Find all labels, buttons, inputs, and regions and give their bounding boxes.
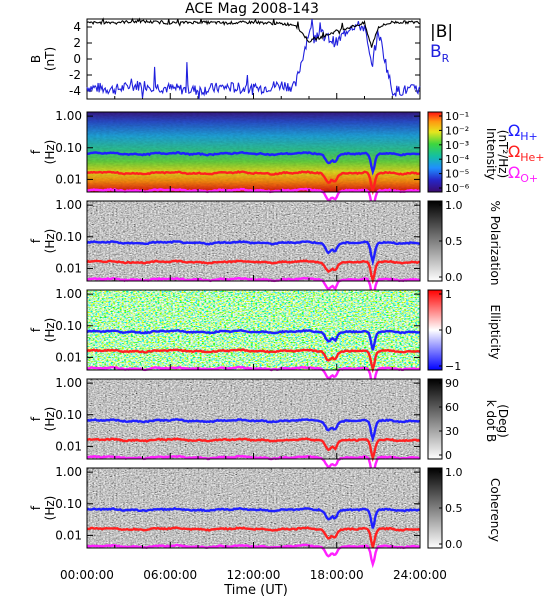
freq-tick-label: 0.01 (55, 439, 82, 453)
colorbar-intensity (427, 111, 443, 193)
b-tick-label: 2 (73, 36, 81, 50)
freq-tick-label: 1.00 (55, 287, 82, 301)
colorbar-tick-label: 0.5 (445, 502, 463, 515)
gyro-trace-h-plus (86, 240, 421, 267)
x-tick-labels: 00:00:00 06:00:00 12:00:00 18:00:00 24:00:00 (60, 568, 447, 582)
x-axis-label: Time (UT) (223, 583, 288, 598)
colorbar-tick-label: 10⁻⁵ (445, 168, 469, 181)
chart-title: ACE Mag 2008-143 (185, 1, 319, 17)
colorbar-tick-label: 0 (445, 449, 452, 462)
freq-axis-label: f (29, 505, 43, 510)
freq-tick-label: 0.01 (55, 172, 82, 186)
gyro-legend: ΩH+ ΩHe+ ΩO+ (508, 121, 545, 185)
freq-tick-label: 0.01 (55, 261, 82, 275)
freq-tick-label: 0.10 (55, 408, 82, 422)
legend-he-plus: ΩHe+ (508, 142, 545, 164)
colorbar-tick-label: 0 (445, 324, 452, 337)
gyro-trace-he-plus (86, 259, 421, 285)
colorbar-tick-label: 10⁻³ (445, 139, 469, 152)
colorbar-label-unit: (Deg) (496, 404, 510, 438)
x-tick-label: 00:00:00 (60, 568, 114, 582)
gyro-trace-h-plus (86, 150, 421, 176)
b-tick-label: 4 (73, 20, 81, 34)
freq-axis-unit: (Hz) (43, 496, 57, 521)
colorbar-tick-label: 10⁻⁶ (445, 182, 470, 195)
freq-axis-label: f (29, 327, 43, 332)
series-btotal-line (86, 17, 420, 48)
colorbar-tick-label: 30 (445, 425, 459, 438)
freq-tick-label: 1.00 (55, 376, 82, 390)
spectrogram-panels: 1.000.100.01f (Hz)10⁻¹10⁻²10⁻³10⁻⁴10⁻⁵10⁻… (29, 109, 510, 569)
colorbar-tick-label: 10⁻¹ (445, 110, 469, 123)
freq-tick-label: 1.00 (55, 109, 82, 123)
colorbar-tick-label: 90 (445, 377, 459, 390)
legend-h-plus: ΩH+ (508, 121, 538, 143)
freq-tick-label: 0.01 (55, 528, 82, 542)
b-tick-label: 0 (73, 52, 81, 66)
b-field-panel: 4 2 0 -2 -4 B (nT) |B| BR (29, 17, 453, 100)
colorbar-label: Intensity (484, 128, 498, 180)
gyro-trace-h-plus (86, 418, 421, 443)
gyro-trace-he-plus (86, 348, 421, 374)
gyro-trace-h-plus (86, 328, 421, 351)
freq-tick-label: 1.00 (55, 465, 82, 479)
colorbar-label: Ellipticity (488, 305, 502, 360)
panel-intensity: 1.00 0.10 0.01 f (Hz) 10⁻¹10⁻² 10⁻³10⁻⁴ 10⁻⁵10⁻… (29, 109, 510, 213)
freq-axis-unit: (Hz) (43, 140, 57, 165)
panel-ellipticity: 1.00 0.10 0.01 f (Hz) 1 0 −1 Ellipticity (29, 287, 502, 391)
gyro-trace-he-plus (86, 437, 421, 463)
b-tick-label: -2 (69, 68, 81, 82)
panel-polarization: 1.00 0.10 0.01 f (Hz) 1.0 0.5 0.0 % Polarization (29, 198, 502, 299)
x-tick-label: 18:00:00 (310, 568, 364, 582)
colorbar-tick-label: 0.5 (445, 235, 463, 248)
b-axis-unit: (nT) (43, 47, 57, 71)
legend-br: BR (430, 42, 450, 65)
freq-axis-unit: (Hz) (43, 318, 57, 343)
freq-tick-label: 0.10 (55, 319, 82, 333)
colorbar-tick-label: 1 (445, 288, 452, 301)
colorbar-tick-label: 10⁻⁴ (445, 153, 470, 166)
gyro-trace-he-plus (86, 170, 421, 196)
x-tick-label: 24:00:00 (393, 568, 447, 582)
colorbar-tick-label: 1.0 (445, 199, 463, 212)
freq-axis-label: f (29, 149, 43, 154)
freq-tick-label: 0.10 (55, 230, 82, 244)
legend-br-sub: R (442, 52, 450, 65)
colorbar-label: Coherency (488, 478, 502, 542)
b-axis-label: B (29, 55, 43, 63)
colorbar-tick-label: 0.0 (445, 538, 463, 551)
colorbar-kdotb (427, 378, 443, 460)
colorbar-tick-label: 60 (445, 401, 459, 414)
colorbar-tick-label: 0.0 (445, 271, 463, 284)
freq-tick-label: 0.10 (55, 497, 82, 511)
x-tick-label: 12:00:00 (227, 568, 281, 582)
colorbar-tick-label: −1 (445, 360, 461, 373)
freq-tick-label: 0.10 (55, 141, 82, 155)
panel-kdotb: 1.00 0.10 0.01 f (Hz) 90 60 30 0 k dot B(Deg) (29, 376, 510, 480)
legend-btotal: |B| (430, 22, 453, 42)
b-tick-label: -4 (69, 84, 81, 98)
x-tick-label: 06:00:00 (143, 568, 197, 582)
gyro-trace-h-plus (86, 506, 421, 529)
freq-tick-label: 0.01 (55, 350, 82, 364)
series-br-line (86, 18, 421, 100)
freq-axis-label: f (29, 416, 43, 421)
freq-axis-label: f (29, 238, 43, 243)
colorbar-label: k dot B (484, 400, 498, 442)
gyro-trace-he-plus (86, 526, 421, 548)
colorbar-tick-label: 1.0 (445, 466, 463, 479)
freq-axis-unit: (Hz) (43, 407, 57, 432)
legend-o-plus: ΩO+ (508, 163, 538, 185)
freq-axis-unit: (Hz) (43, 229, 57, 254)
colorbar-label: % Polarization (488, 201, 502, 286)
panel-coherency: 1.00 0.10 0.01 f (Hz) 1.0 0.5 0.0 Coherency (29, 465, 502, 569)
colorbar-tick-label: 10⁻² (445, 124, 469, 137)
freq-tick-label: 1.00 (55, 198, 82, 212)
colorbar-label-unit: (nT²/Hz) (496, 130, 510, 178)
